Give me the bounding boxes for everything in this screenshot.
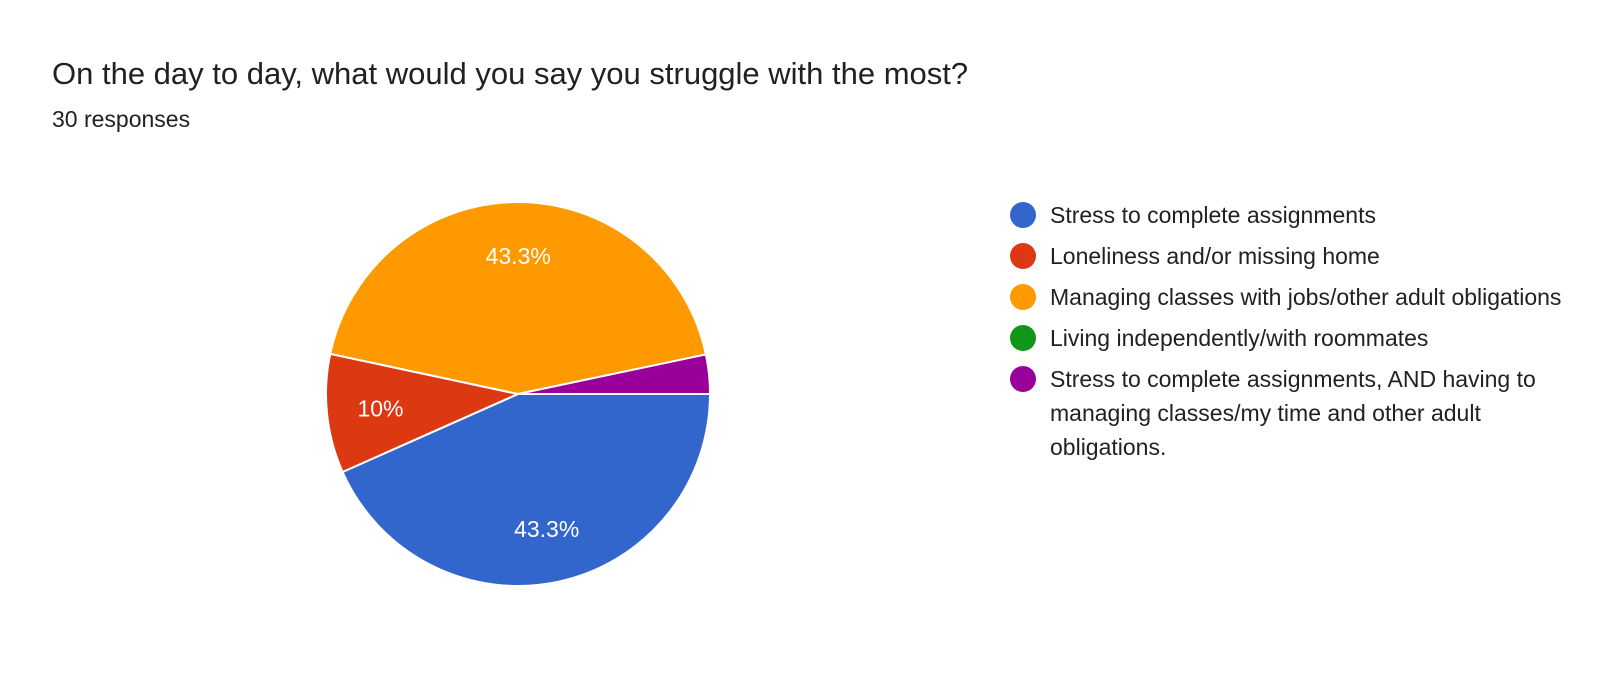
legend-color-dot <box>1010 325 1036 351</box>
slice-label-2: 10% <box>357 395 403 421</box>
legend-label: Living independently/with roommates <box>1050 325 1429 351</box>
legend-color-dot <box>1010 243 1036 269</box>
pie-chart: 43.3% 10% 43.3% <box>300 180 740 620</box>
slice-label-1: 43.3% <box>514 516 579 542</box>
legend-label: Stress to complete assignments, AND havi… <box>1050 366 1536 460</box>
legend-label: Managing classes with jobs/other adult o… <box>1050 284 1562 310</box>
legend-color-dot <box>1010 284 1036 310</box>
legend-label: Loneliness and/or missing home <box>1050 243 1380 269</box>
legend-item-4[interactable]: Living independently/with roommates <box>1010 321 1570 355</box>
legend-label: Stress to complete assignments <box>1050 202 1376 228</box>
pie-slice-1[interactable] <box>341 393 712 587</box>
legend-item-3[interactable]: Managing classes with jobs/other adult o… <box>1010 280 1570 314</box>
legend-color-dot <box>1010 366 1036 392</box>
pie-slice-5[interactable] <box>517 353 712 395</box>
response-count: 30 responses <box>52 106 191 132</box>
question-title: On the day to day, what would you say yo… <box>52 56 969 91</box>
slice-label-3: 43.3% <box>486 243 551 269</box>
pie-slice-3[interactable] <box>329 201 708 396</box>
legend-item-5[interactable]: Stress to complete assignments, AND havi… <box>1010 362 1570 464</box>
legend-color-dot <box>1010 202 1036 228</box>
pie-chart-svg: 43.3% 10% 43.3% <box>325 201 712 587</box>
chart-legend: Stress to complete assignments Loneliness… <box>1010 198 1570 471</box>
legend-item-2[interactable]: Loneliness and/or missing home <box>1010 239 1570 273</box>
pie-slice-2[interactable] <box>325 352 522 474</box>
legend-item-1[interactable]: Stress to complete assignments <box>1010 198 1570 232</box>
